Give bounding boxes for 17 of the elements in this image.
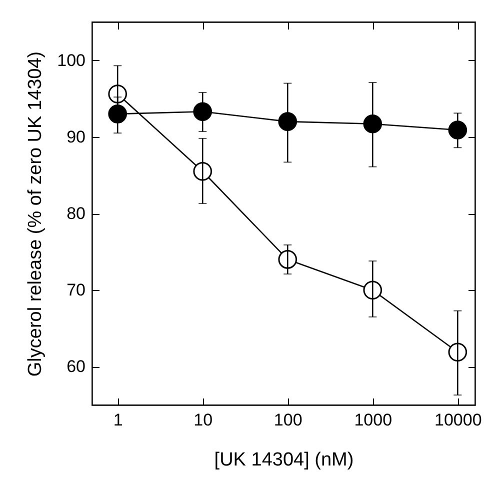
- y-axis-title: Glycerol release (% of zero UK 14304): [25, 51, 46, 377]
- x-tick-label: 10: [194, 410, 213, 430]
- x-tick-label: 1: [113, 410, 123, 430]
- point: [193, 102, 212, 122]
- point: [108, 104, 127, 124]
- y-tick-label: 100: [57, 50, 86, 70]
- y-tick-label: 70: [66, 280, 86, 300]
- point: [448, 120, 468, 140]
- x-tick-label: 100: [274, 410, 302, 430]
- y-tick-label: 60: [66, 357, 86, 376]
- y-tick-label: 90: [66, 127, 86, 146]
- x-tick-label: 1000: [354, 410, 392, 430]
- point: [363, 114, 382, 134]
- y-tick-label: 80: [66, 204, 86, 223]
- x-axis-title: [UK 14304] (nM): [214, 450, 354, 470]
- x-tick-label: 10000: [434, 410, 482, 430]
- point: [278, 112, 298, 131]
